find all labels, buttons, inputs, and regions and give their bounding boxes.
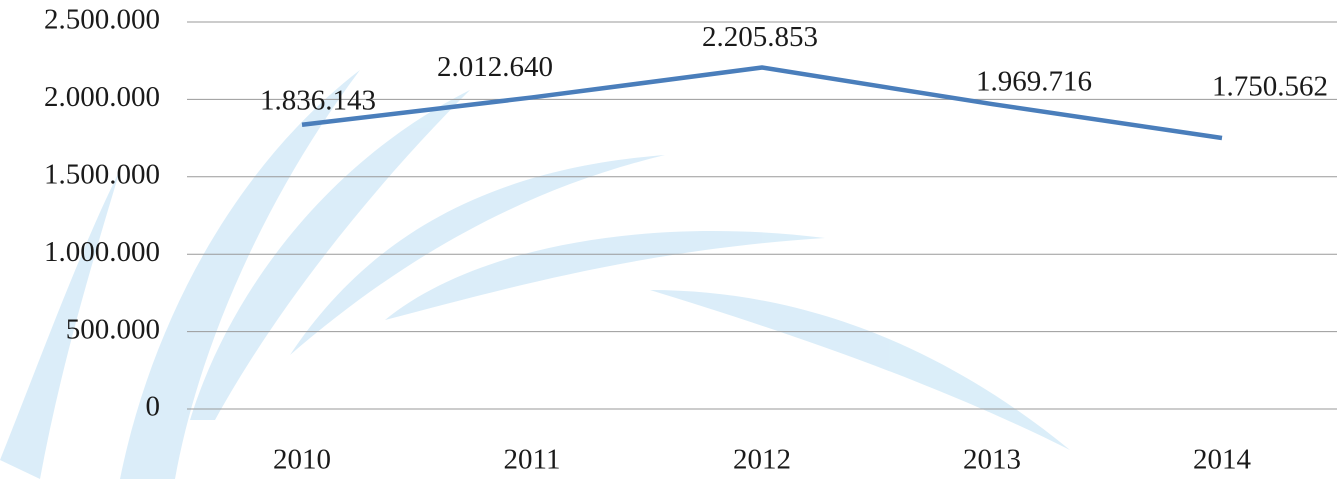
data-label: 1.969.716 (976, 66, 1092, 98)
x-tick-label: 2014 (1193, 444, 1252, 476)
data-label: 2.205.853 (702, 21, 818, 53)
y-tick-label: 2.000.000 (44, 81, 160, 113)
x-tick-label: 2012 (733, 444, 791, 476)
data-line (301, 65, 1223, 141)
y-tick-label: 0 (146, 391, 161, 423)
x-tick-label: 2010 (273, 444, 331, 476)
y-tick-label: 2.500.000 (44, 4, 160, 36)
x-tick-label: 2013 (963, 444, 1021, 476)
y-tick-label: 1.500.000 (44, 158, 160, 190)
y-tick-label: 500.000 (66, 313, 160, 345)
data-label: 1.750.562 (1212, 71, 1328, 103)
data-label: 2.012.640 (437, 51, 553, 83)
x-tick-label: 2011 (504, 444, 561, 476)
y-tick-label: 1.000.000 (44, 236, 160, 268)
background-decoration (0, 70, 1070, 479)
data-label: 1.836.143 (260, 84, 376, 116)
